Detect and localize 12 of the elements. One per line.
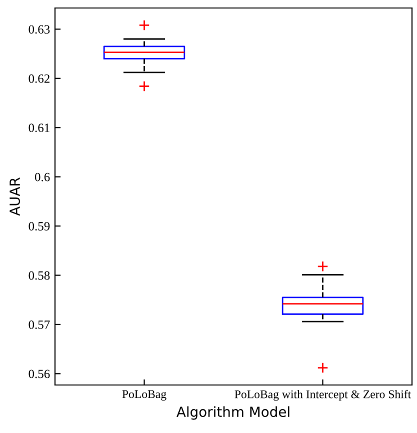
y-tick-label: 0.6 <box>34 172 50 182</box>
y-tick-label: 0.57 <box>28 320 50 329</box>
x-axis-title: Algorithm Model <box>176 406 290 420</box>
y-tick-label: 0.56 <box>28 370 50 378</box>
y-tick-label: 0.61 <box>28 124 50 132</box>
y-tick-label: 0.63 <box>28 25 50 34</box>
y-tick-label: 0.58 <box>28 271 50 280</box>
y-tick-label: 0.59 <box>28 222 50 231</box>
y-axis-title: AUAR <box>10 177 20 216</box>
x-tick-label: PoLoBag with Intercept & Zero Shift <box>234 390 412 401</box>
x-tick-label: PoLoBag <box>122 390 166 401</box>
y-tick-label: 0.62 <box>28 74 50 83</box>
